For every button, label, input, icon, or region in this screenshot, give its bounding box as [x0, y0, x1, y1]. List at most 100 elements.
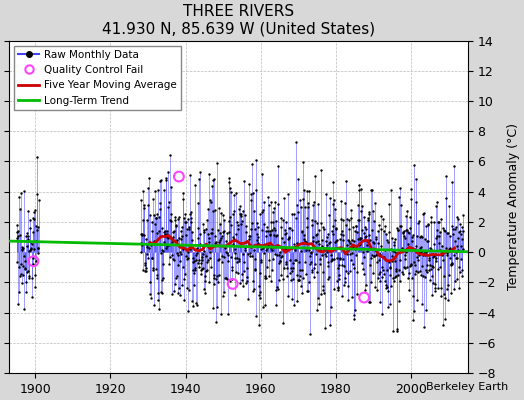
Point: [238, 208, 247, 214]
Point: [410, 162, 418, 168]
Point: [401, 264, 409, 271]
Point: [205, 197, 214, 204]
Point: [218, 253, 226, 259]
Point: [409, 317, 418, 323]
Point: [211, 233, 220, 239]
Point: [183, 249, 192, 256]
Point: [204, 257, 212, 264]
Point: [359, 266, 367, 273]
Point: [289, 260, 297, 266]
Point: [432, 203, 440, 209]
Point: [329, 231, 337, 237]
Point: [241, 244, 249, 250]
Point: [198, 254, 206, 260]
Point: [298, 290, 306, 296]
Point: [251, 256, 259, 262]
Point: [267, 219, 275, 226]
Point: [167, 184, 175, 190]
Point: [29, 261, 37, 267]
Point: [315, 241, 323, 248]
Point: [259, 250, 268, 256]
Point: [158, 290, 166, 296]
Point: [423, 222, 432, 228]
Point: [32, 191, 41, 197]
Point: [31, 206, 39, 213]
Point: [418, 300, 427, 307]
Point: [303, 287, 312, 294]
Point: [26, 217, 35, 223]
Point: [162, 228, 171, 234]
Point: [182, 232, 190, 238]
Point: [356, 236, 365, 242]
Point: [16, 232, 24, 238]
Point: [161, 175, 170, 182]
Point: [378, 216, 387, 222]
Point: [422, 222, 431, 229]
Point: [143, 244, 151, 250]
Point: [17, 280, 26, 287]
Point: [356, 241, 364, 247]
Point: [168, 239, 176, 245]
Point: [397, 202, 405, 208]
Point: [156, 206, 164, 212]
Point: [339, 232, 347, 238]
Point: [408, 238, 417, 245]
Point: [391, 267, 400, 274]
Point: [369, 207, 377, 214]
Point: [411, 262, 419, 268]
Point: [454, 216, 463, 222]
Point: [409, 293, 417, 299]
Point: [326, 239, 334, 245]
Point: [316, 291, 325, 298]
Point: [405, 286, 413, 293]
Point: [208, 226, 216, 232]
Point: [413, 257, 422, 264]
Point: [139, 217, 147, 223]
Point: [218, 233, 226, 240]
Point: [291, 247, 299, 253]
Point: [306, 253, 314, 260]
Point: [193, 260, 202, 266]
Point: [208, 183, 216, 189]
Point: [225, 179, 234, 185]
Point: [456, 256, 465, 262]
Point: [201, 290, 209, 296]
Point: [266, 228, 274, 234]
Point: [353, 291, 362, 297]
Point: [152, 272, 161, 278]
Point: [172, 222, 180, 228]
Point: [354, 236, 363, 242]
Point: [162, 243, 171, 249]
Point: [250, 265, 259, 272]
Point: [305, 188, 313, 194]
Point: [229, 234, 237, 240]
Point: [312, 232, 320, 239]
Point: [30, 246, 39, 252]
Point: [323, 242, 331, 248]
Point: [301, 203, 309, 210]
Point: [296, 273, 304, 279]
Point: [212, 318, 220, 325]
Point: [34, 244, 42, 251]
Point: [219, 293, 227, 300]
Point: [243, 274, 251, 280]
Point: [403, 241, 412, 247]
Point: [351, 228, 359, 234]
Point: [447, 262, 455, 268]
Point: [415, 218, 423, 224]
Point: [376, 250, 384, 257]
Point: [231, 292, 239, 298]
Point: [257, 259, 265, 265]
Point: [336, 254, 345, 261]
Point: [358, 260, 366, 266]
Point: [279, 320, 287, 326]
Point: [140, 232, 148, 238]
Point: [185, 210, 194, 217]
Point: [216, 237, 224, 243]
Point: [202, 268, 210, 274]
Point: [203, 258, 212, 265]
Point: [229, 211, 237, 217]
Point: [264, 242, 272, 248]
Point: [21, 232, 30, 239]
Point: [327, 252, 335, 258]
